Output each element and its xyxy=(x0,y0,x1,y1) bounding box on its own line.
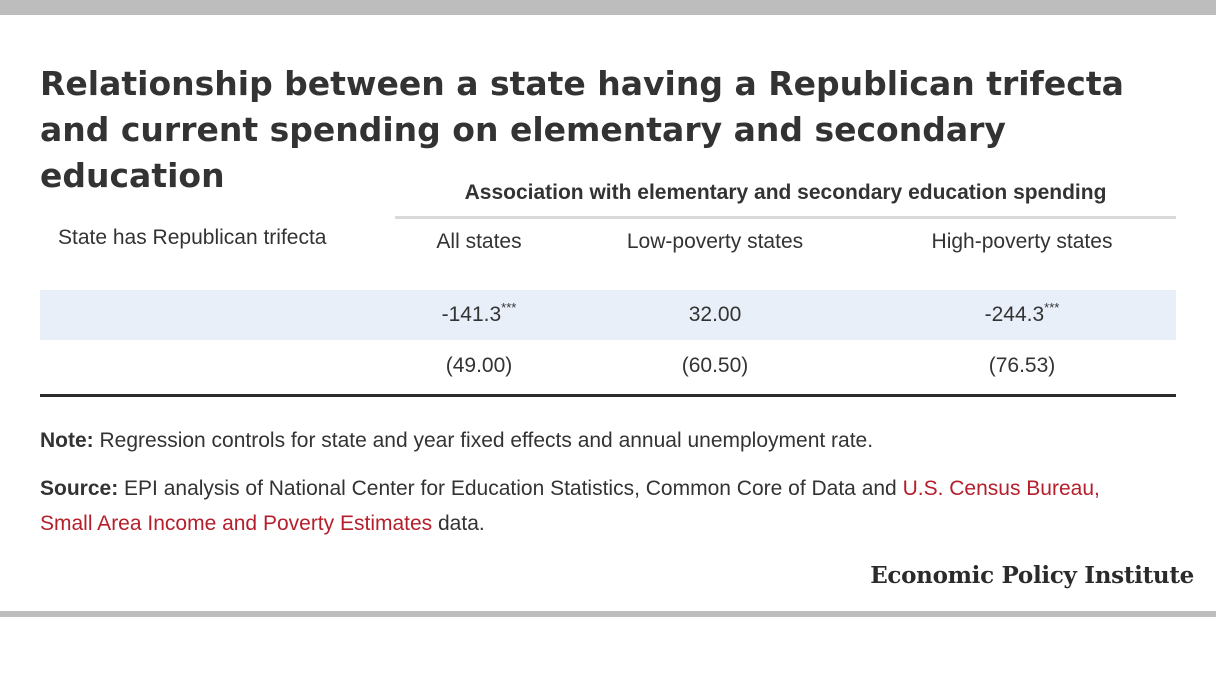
source: Source: EPI analysis of National Center … xyxy=(40,471,1140,541)
coefficient-all-states: -141.3*** xyxy=(441,300,517,326)
coefficient-high-poverty: -244.3*** xyxy=(984,300,1060,326)
note-text: Regression controls for state and year f… xyxy=(93,429,874,452)
column-header-high-poverty: High-poverty states xyxy=(931,230,1113,253)
chart-title: Relationship between a state having a Re… xyxy=(40,64,1124,195)
source-text: EPI analysis of National Center for Educ… xyxy=(118,477,903,500)
note-label: Note: xyxy=(40,429,94,452)
significance-stars: *** xyxy=(501,300,517,315)
column-header-all-states: All states xyxy=(436,230,522,253)
source-label: Source: xyxy=(40,477,119,500)
column-header-row: State has Republican trifecta All states… xyxy=(40,224,1176,290)
top-border-bar xyxy=(0,0,1216,15)
row-label: State has Republican trifecta xyxy=(58,226,327,249)
std-error-high-poverty: (76.53) xyxy=(988,354,1056,377)
source-text-end: data. xyxy=(432,512,485,535)
coefficient-row: -141.3*** 32.00 -244.3*** xyxy=(40,290,1176,340)
note: Note: Regression controls for state and … xyxy=(40,424,1176,458)
census-bureau-link[interactable]: U.S. Census Bureau, Small Area Income an… xyxy=(40,477,1100,535)
epi-logo: Economic Policy Institute xyxy=(870,562,1194,589)
std-error-all-states: (49.00) xyxy=(445,354,513,377)
table-bottom-rule xyxy=(40,394,1176,397)
column-header-low-poverty: Low-poverty states xyxy=(626,230,804,253)
coefficient-low-poverty: 32.00 xyxy=(688,303,742,326)
std-error-low-poverty: (60.50) xyxy=(681,354,749,377)
group-header: Association with elementary and secondar… xyxy=(395,172,1176,219)
significance-stars: *** xyxy=(1044,300,1060,315)
bottom-border-bar xyxy=(0,611,1216,617)
standard-error-row: (49.00) (60.50) (76.53) xyxy=(40,341,1176,391)
